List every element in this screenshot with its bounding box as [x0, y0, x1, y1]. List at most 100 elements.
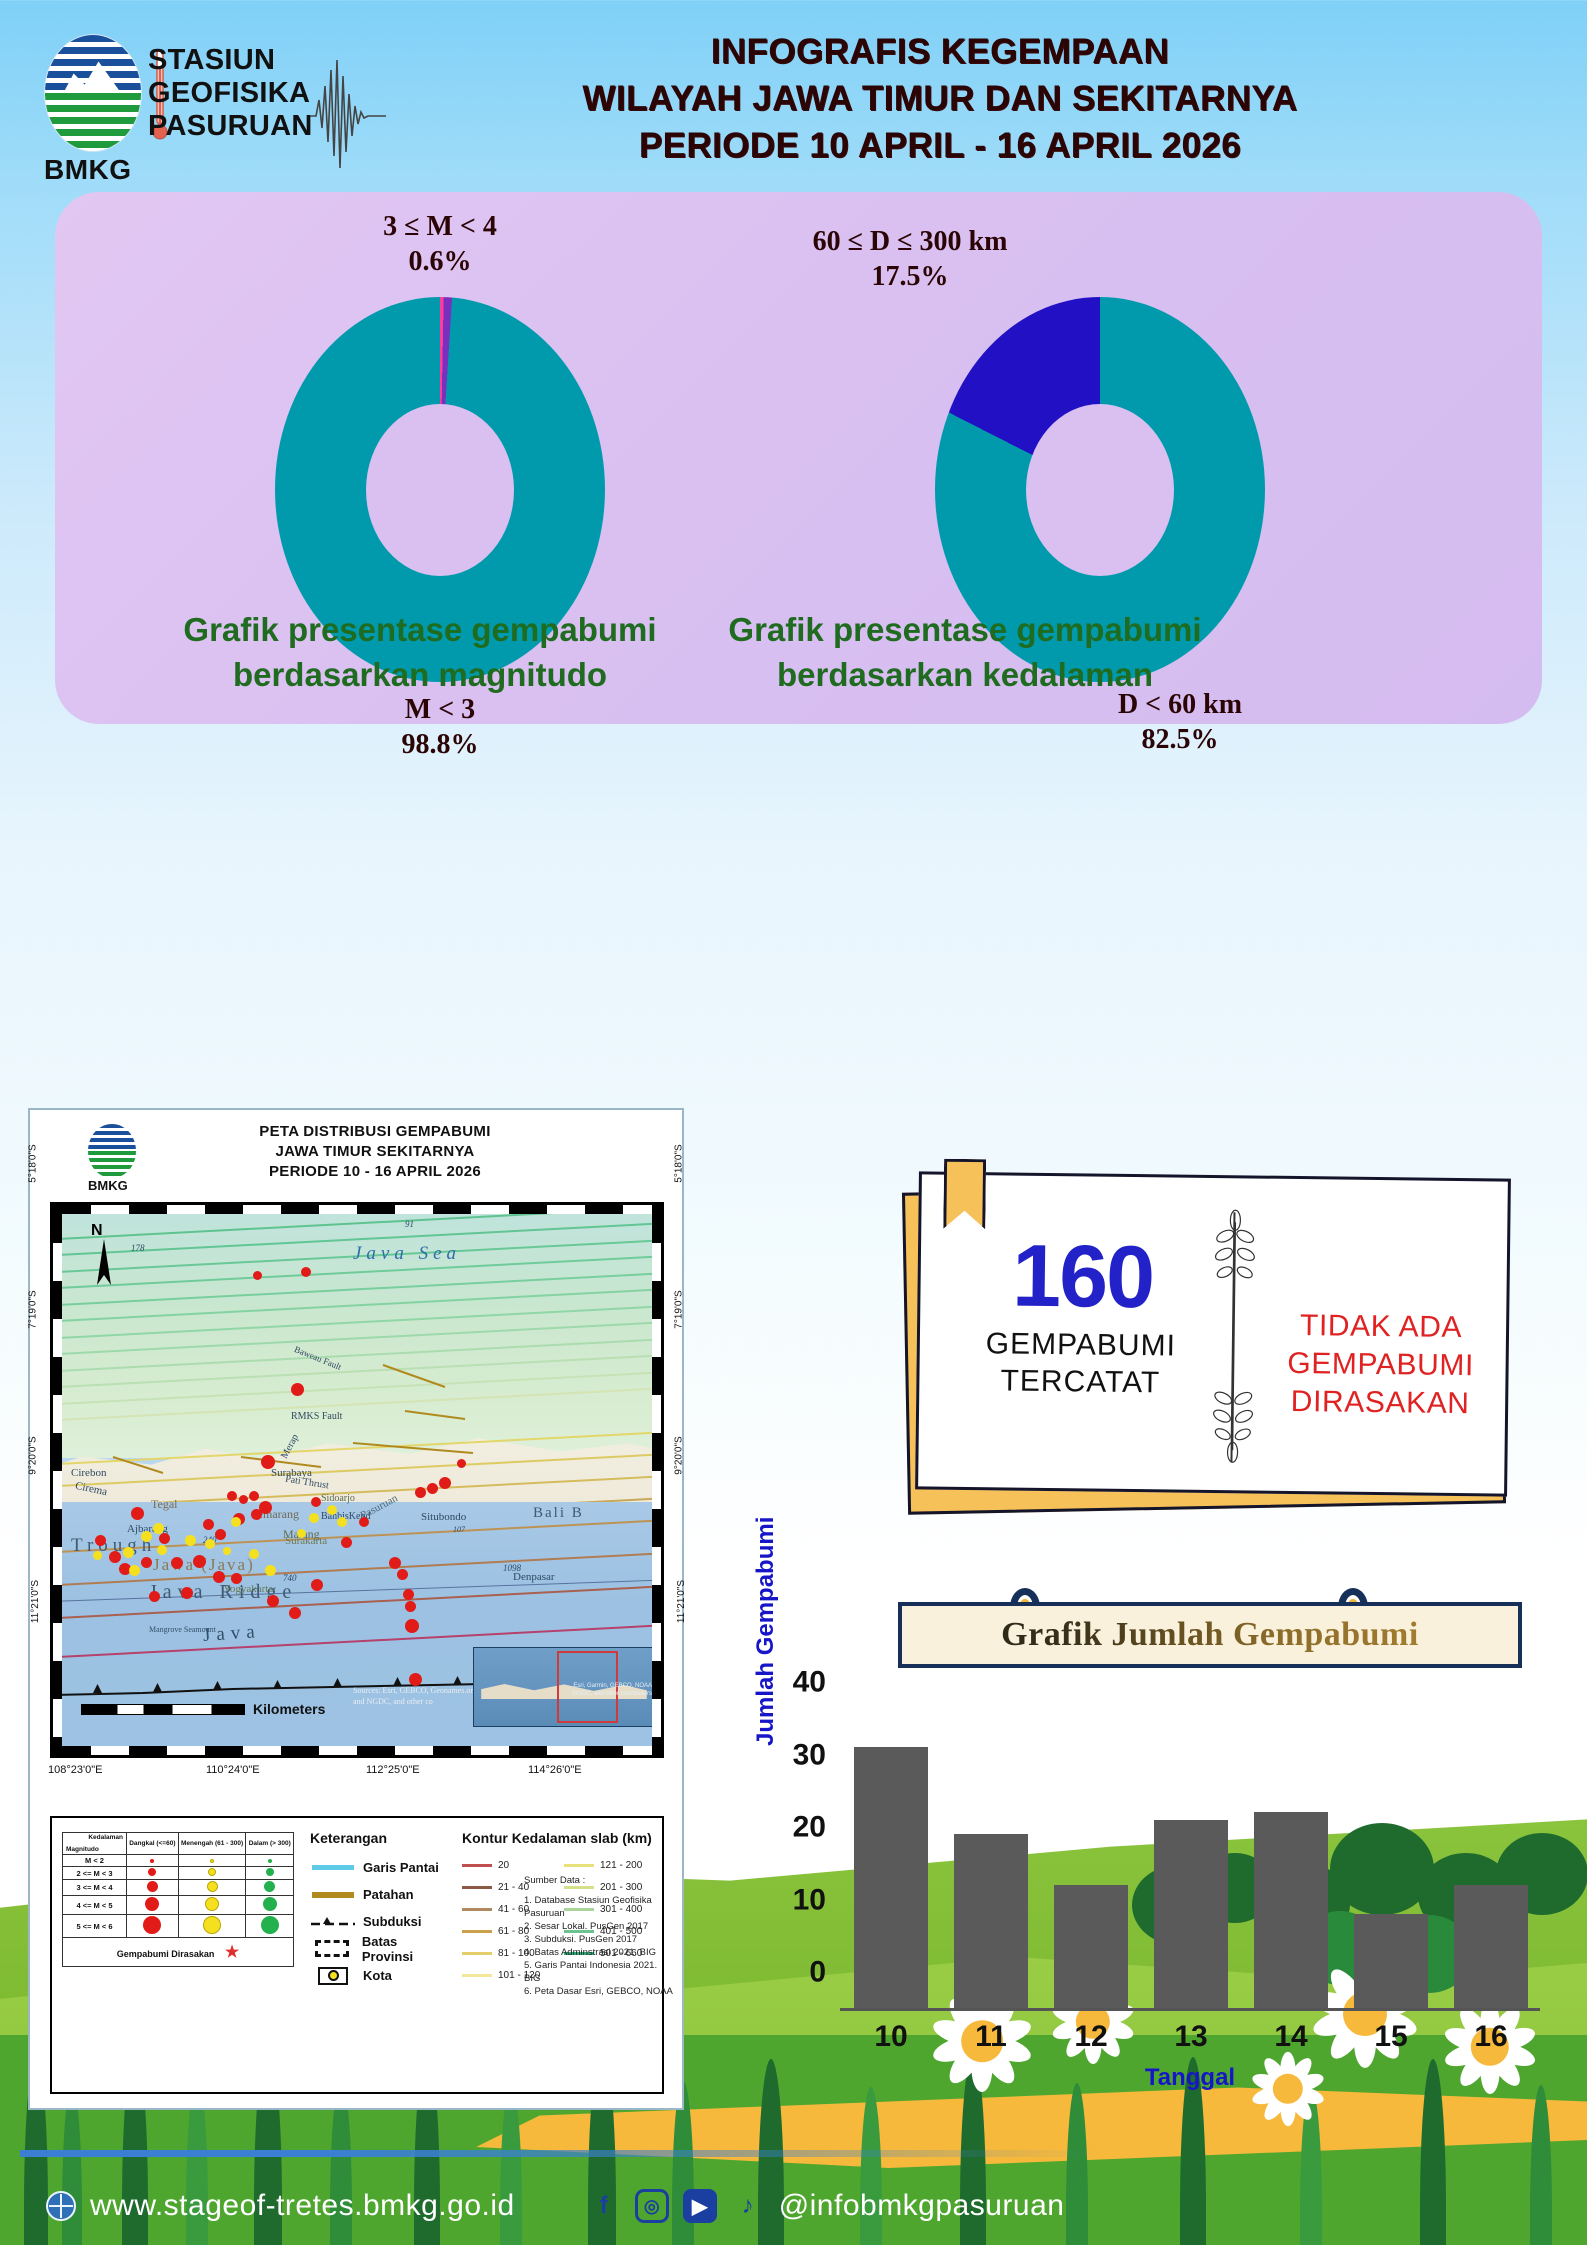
bar-chart-plot-area: 0 10 20 30 40 10 11 12 13 14 15 16 — [793, 1666, 1540, 2053]
website-url[interactable]: www.stageof-tretes.bmkg.go.id — [90, 2189, 515, 2222]
magnitude-chart-caption: Grafik presentase gempabumi berdasarkan … — [183, 611, 657, 693]
bookmark-ribbon-icon — [943, 1159, 986, 1230]
tiktok-icon[interactable]: ♪ — [741, 2192, 754, 2219]
bar-13[interactable] — [1154, 1819, 1228, 2008]
lat-label-1: 5°18'0"S — [27, 1144, 39, 1183]
x-tick-14: 14 — [1274, 2020, 1308, 2053]
earthquake-count-card: 160 GEMPABUMI TERCATAT — [901, 1175, 1515, 1517]
earthquake-count-sublabel: GEMPABUMI TERCATAT — [985, 1327, 1177, 1400]
instagram-icon[interactable]: ◎ — [634, 2189, 669, 2223]
bmkg-emblem-icon — [44, 34, 142, 152]
station-line-3: PASURUAN — [148, 110, 313, 142]
donut-charts-card: 3 ≤ M < 4 0.6% M < 3 98.8% 60 ≤ D ≤ 300 … — [55, 192, 1542, 760]
seismograph-wave-icon — [310, 59, 386, 169]
magnitude-donut-ring — [275, 297, 605, 682]
magnitude-top-label: 3 ≤ M < 4 0.6% — [383, 211, 497, 277]
chart-banner-text: Grafik Jumlah Gempabumi — [890, 1616, 1530, 1654]
coastline-icon — [310, 1865, 356, 1870]
station-name: STASIUN GEOFISIKA PASURUAN — [148, 44, 313, 143]
legend-item-subduction: Subduksi — [310, 1908, 450, 1935]
page-footer: www.stageof-tretes.bmkg.go.id f ◎ ▶ ♪ @i… — [0, 2115, 1587, 2245]
bar-14[interactable] — [1254, 1812, 1328, 2008]
lat-label-2: 7°19'0"S — [27, 1290, 39, 1329]
north-arrow-icon: N — [91, 1222, 111, 1285]
x-tick-16: 16 — [1474, 2020, 1508, 2053]
bar-16[interactable] — [1454, 1884, 1528, 2008]
map-source-credit: Sources: Esri, GEBCO, Geonames.org, and … — [353, 1686, 479, 1706]
y-tick-10: 10 — [792, 1883, 826, 1917]
y-axis-title: Jumlah Gempabumi — [752, 1516, 779, 1746]
depth-top-label: 60 ≤ D ≤ 300 km 17.5% — [812, 226, 1008, 292]
lon-label-3: 112°25'0"E — [366, 1764, 420, 1776]
thermometer-icon — [152, 49, 168, 140]
y-tick-30: 30 — [792, 1738, 826, 1772]
felt-earthquake-label: Gempabumi Dirasakan — [116, 1949, 215, 1959]
station-line-1: STASIUN — [148, 44, 276, 76]
map-scalebar: 0 30 60 120 180 Kilometers — [81, 1701, 325, 1717]
depth-bottom-label: D < 60 km 82.5% — [1117, 689, 1243, 755]
city-icon — [310, 1966, 356, 1985]
kontur-col-left: 20 21 - 40 41 - 60 61 - 80 81 - 100 101 … — [462, 1854, 554, 1986]
star-icon: ★ — [224, 1944, 240, 1961]
title-line-2: WILAYAH JAWA TIMUR DAN SEKITARNYA — [582, 79, 1298, 118]
map-inset: Esri, Garmin, GEBCO, NOAA NGDC, and othe… — [473, 1647, 655, 1727]
bar-12[interactable] — [1054, 1884, 1128, 2008]
x-tick-15: 15 — [1374, 2020, 1408, 2053]
earthquake-distribution-map-panel: BMKG PETA DISTRIBUSI GEMPABUMI JAWA TIMU… — [27, 1108, 688, 2110]
fault-lines — [112, 1364, 474, 1474]
magnitude-donut-chart: 3 ≤ M < 4 0.6% M < 3 98.8% — [225, 211, 655, 760]
bar-15[interactable] — [1354, 1913, 1428, 2008]
lat-label-right-2: 7°19'0"S — [673, 1290, 685, 1329]
map-canvas[interactable]: Java Sea 91 178 240 740 107 1098 Cirebon… — [50, 1202, 664, 1758]
page-header: BMKG STASIUN GEOFISIKA PASURUAN INFOGRAF… — [0, 0, 1587, 205]
page-title: INFOGRAFIS KEGEMPAAN WILAYAH JAWA TIMUR … — [330, 28, 1550, 169]
card-front: 160 GEMPABUMI TERCATAT — [915, 1171, 1511, 1497]
facebook-icon[interactable]: f — [599, 2192, 608, 2219]
y-tick-40: 40 — [792, 1665, 826, 1699]
legend-sumber-data: Sumber Data : 1. Database Stasiun Geofis… — [524, 1875, 673, 1997]
lat-label-right-3: 9°20'0"S — [673, 1436, 685, 1475]
no-felt-earthquake-message: TIDAK ADA GEMPABUMI DIRASAKAN — [1287, 1309, 1475, 1421]
depth-donut-ring — [935, 297, 1265, 682]
chart-title-banner: Grafik Jumlah Gempabumi — [890, 1588, 1530, 1668]
lon-label-4: 114°26'0"E — [528, 1764, 582, 1776]
map-title: PETA DISTRIBUSI GEMPABUMI JAWA TIMUR SEK… — [259, 1123, 491, 1180]
lat-label-right-4: 11°21'0"S — [676, 1579, 688, 1624]
depth-donut-chart: 60 ≤ D ≤ 300 km 17.5% D < 60 km 82.5% — [813, 226, 1315, 755]
x-tick-10: 10 — [874, 2020, 908, 2053]
lat-label-4: 11°21'0"S — [30, 1579, 42, 1624]
earthquake-count-number: 160 — [1011, 1225, 1154, 1327]
social-handle[interactable]: @infobmkgpasuruan — [778, 2189, 1065, 2222]
legend-item-province-border: Batas Provinsi — [310, 1934, 450, 1964]
legend-item-fault: Patahan — [310, 1881, 450, 1908]
earthquake-count-bar-chart: Jumlah Gempabumi 0 10 20 30 40 10 11 12 … — [700, 1517, 1570, 2098]
title-line-1: INFOGRAFIS KEGEMPAAN — [710, 32, 1170, 71]
x-tick-13: 13 — [1174, 2020, 1208, 2053]
legend-item-coastline: Garis Pantai — [310, 1854, 450, 1881]
bar-11[interactable] — [954, 1834, 1028, 2008]
bmkg-wordmark: BMKG — [44, 154, 132, 185]
y-tick-20: 20 — [792, 1810, 826, 1844]
legend-keterangan: Keterangan Garis Pantai Patahan Subduksi — [310, 1830, 450, 1989]
map-bmkg-logo: BMKG — [88, 1124, 142, 1193]
bmkg-logo-block: BMKG STASIUN GEOFISIKA PASURUAN — [38, 30, 386, 185]
magnitude-depth-legend-table: Kedalaman Magnitudo Dangkal (<=60) Menen… — [62, 1832, 294, 1967]
magnitude-bottom-label: M < 3 98.8% — [401, 694, 479, 760]
svg-text:N: N — [91, 1222, 103, 1239]
lat-label-3: 9°20'0"S — [27, 1436, 39, 1475]
fault-icon — [310, 1891, 356, 1898]
map-label-java-sea: Java Sea — [353, 1243, 462, 1264]
youtube-icon[interactable]: ▶ — [682, 2189, 717, 2223]
station-line-2: GEOFISIKA — [148, 77, 311, 109]
bar-10[interactable] — [854, 1747, 928, 2008]
x-tick-11: 11 — [975, 2020, 1007, 2053]
province-border-icon — [310, 1940, 355, 1957]
title-line-3: PERIODE 10 APRIL - 16 APRIL 2026 — [638, 126, 1242, 165]
globe-icon — [46, 2191, 76, 2221]
subduction-icon — [310, 1916, 356, 1928]
lon-label-2: 110°24'0"E — [206, 1764, 260, 1776]
map-legend: Kedalaman Magnitudo Dangkal (<=60) Menen… — [50, 1816, 673, 2094]
x-tick-12: 12 — [1074, 2020, 1108, 2053]
lat-label-right-1: 5°18'0"S — [673, 1144, 685, 1183]
y-tick-0: 0 — [809, 1955, 826, 1989]
